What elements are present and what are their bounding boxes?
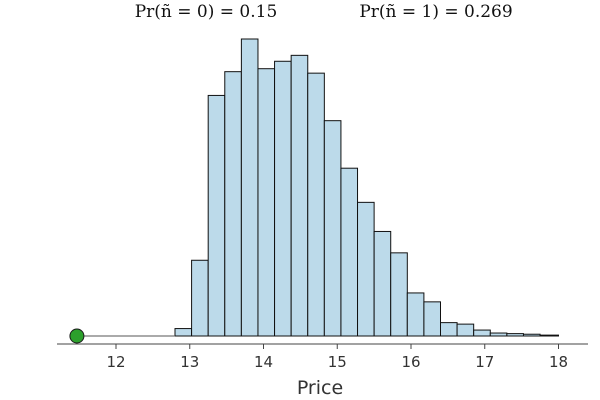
- histogram-bar: [274, 60, 292, 337]
- x-axis-ticks: 12 13 14 15 16 17 18: [106, 344, 568, 371]
- histogram-bar: [357, 201, 375, 337]
- histogram-bar: [224, 71, 242, 337]
- histogram-bar: [257, 68, 276, 337]
- x-tick-label: 15: [328, 353, 347, 371]
- histogram-bar: [240, 38, 259, 337]
- histogram-bar: [290, 54, 309, 337]
- histogram-bar: [423, 301, 442, 337]
- histogram-bars: [174, 38, 559, 337]
- x-tick-label: 16: [401, 353, 420, 371]
- histogram-bar: [489, 332, 508, 337]
- x-tick-label: 13: [180, 353, 199, 371]
- x-tick-label: 18: [549, 353, 568, 371]
- x-tick-label: 14: [254, 353, 273, 371]
- price-marker-point: [69, 328, 85, 344]
- histogram-bar: [406, 292, 425, 337]
- x-tick-label: 17: [475, 353, 494, 371]
- annotation-pr-n1: Pr(ñ = 1) = 0.269: [359, 2, 512, 22]
- histogram-bar: [539, 334, 559, 337]
- histogram-bar: [456, 323, 475, 337]
- histogram-bar: [191, 259, 209, 337]
- histogram-bar: [522, 333, 541, 337]
- histogram-bar: [440, 322, 458, 337]
- histogram-bar: [323, 120, 342, 337]
- histogram-bar: [473, 329, 491, 337]
- histogram-bar: [174, 328, 193, 337]
- histogram-bar: [373, 230, 392, 337]
- x-axis-label: Price: [297, 377, 343, 399]
- annotation-pr-n0: Pr(ñ = 0) = 0.15: [135, 2, 278, 22]
- histogram-bar: [340, 167, 359, 337]
- histogram-bar: [390, 252, 408, 337]
- histogram-bar: [506, 333, 524, 337]
- histogram-bar: [207, 94, 226, 337]
- histogram-bar: [307, 72, 325, 337]
- x-tick-label: 12: [106, 353, 125, 371]
